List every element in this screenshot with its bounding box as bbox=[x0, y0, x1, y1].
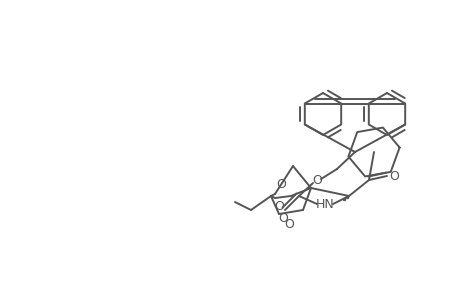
Text: O: O bbox=[311, 175, 321, 188]
Text: O: O bbox=[388, 169, 398, 182]
Text: O: O bbox=[274, 200, 283, 212]
Text: HN: HN bbox=[315, 197, 334, 211]
Text: O: O bbox=[275, 178, 285, 190]
Text: O: O bbox=[284, 218, 293, 230]
Text: O: O bbox=[277, 212, 287, 224]
